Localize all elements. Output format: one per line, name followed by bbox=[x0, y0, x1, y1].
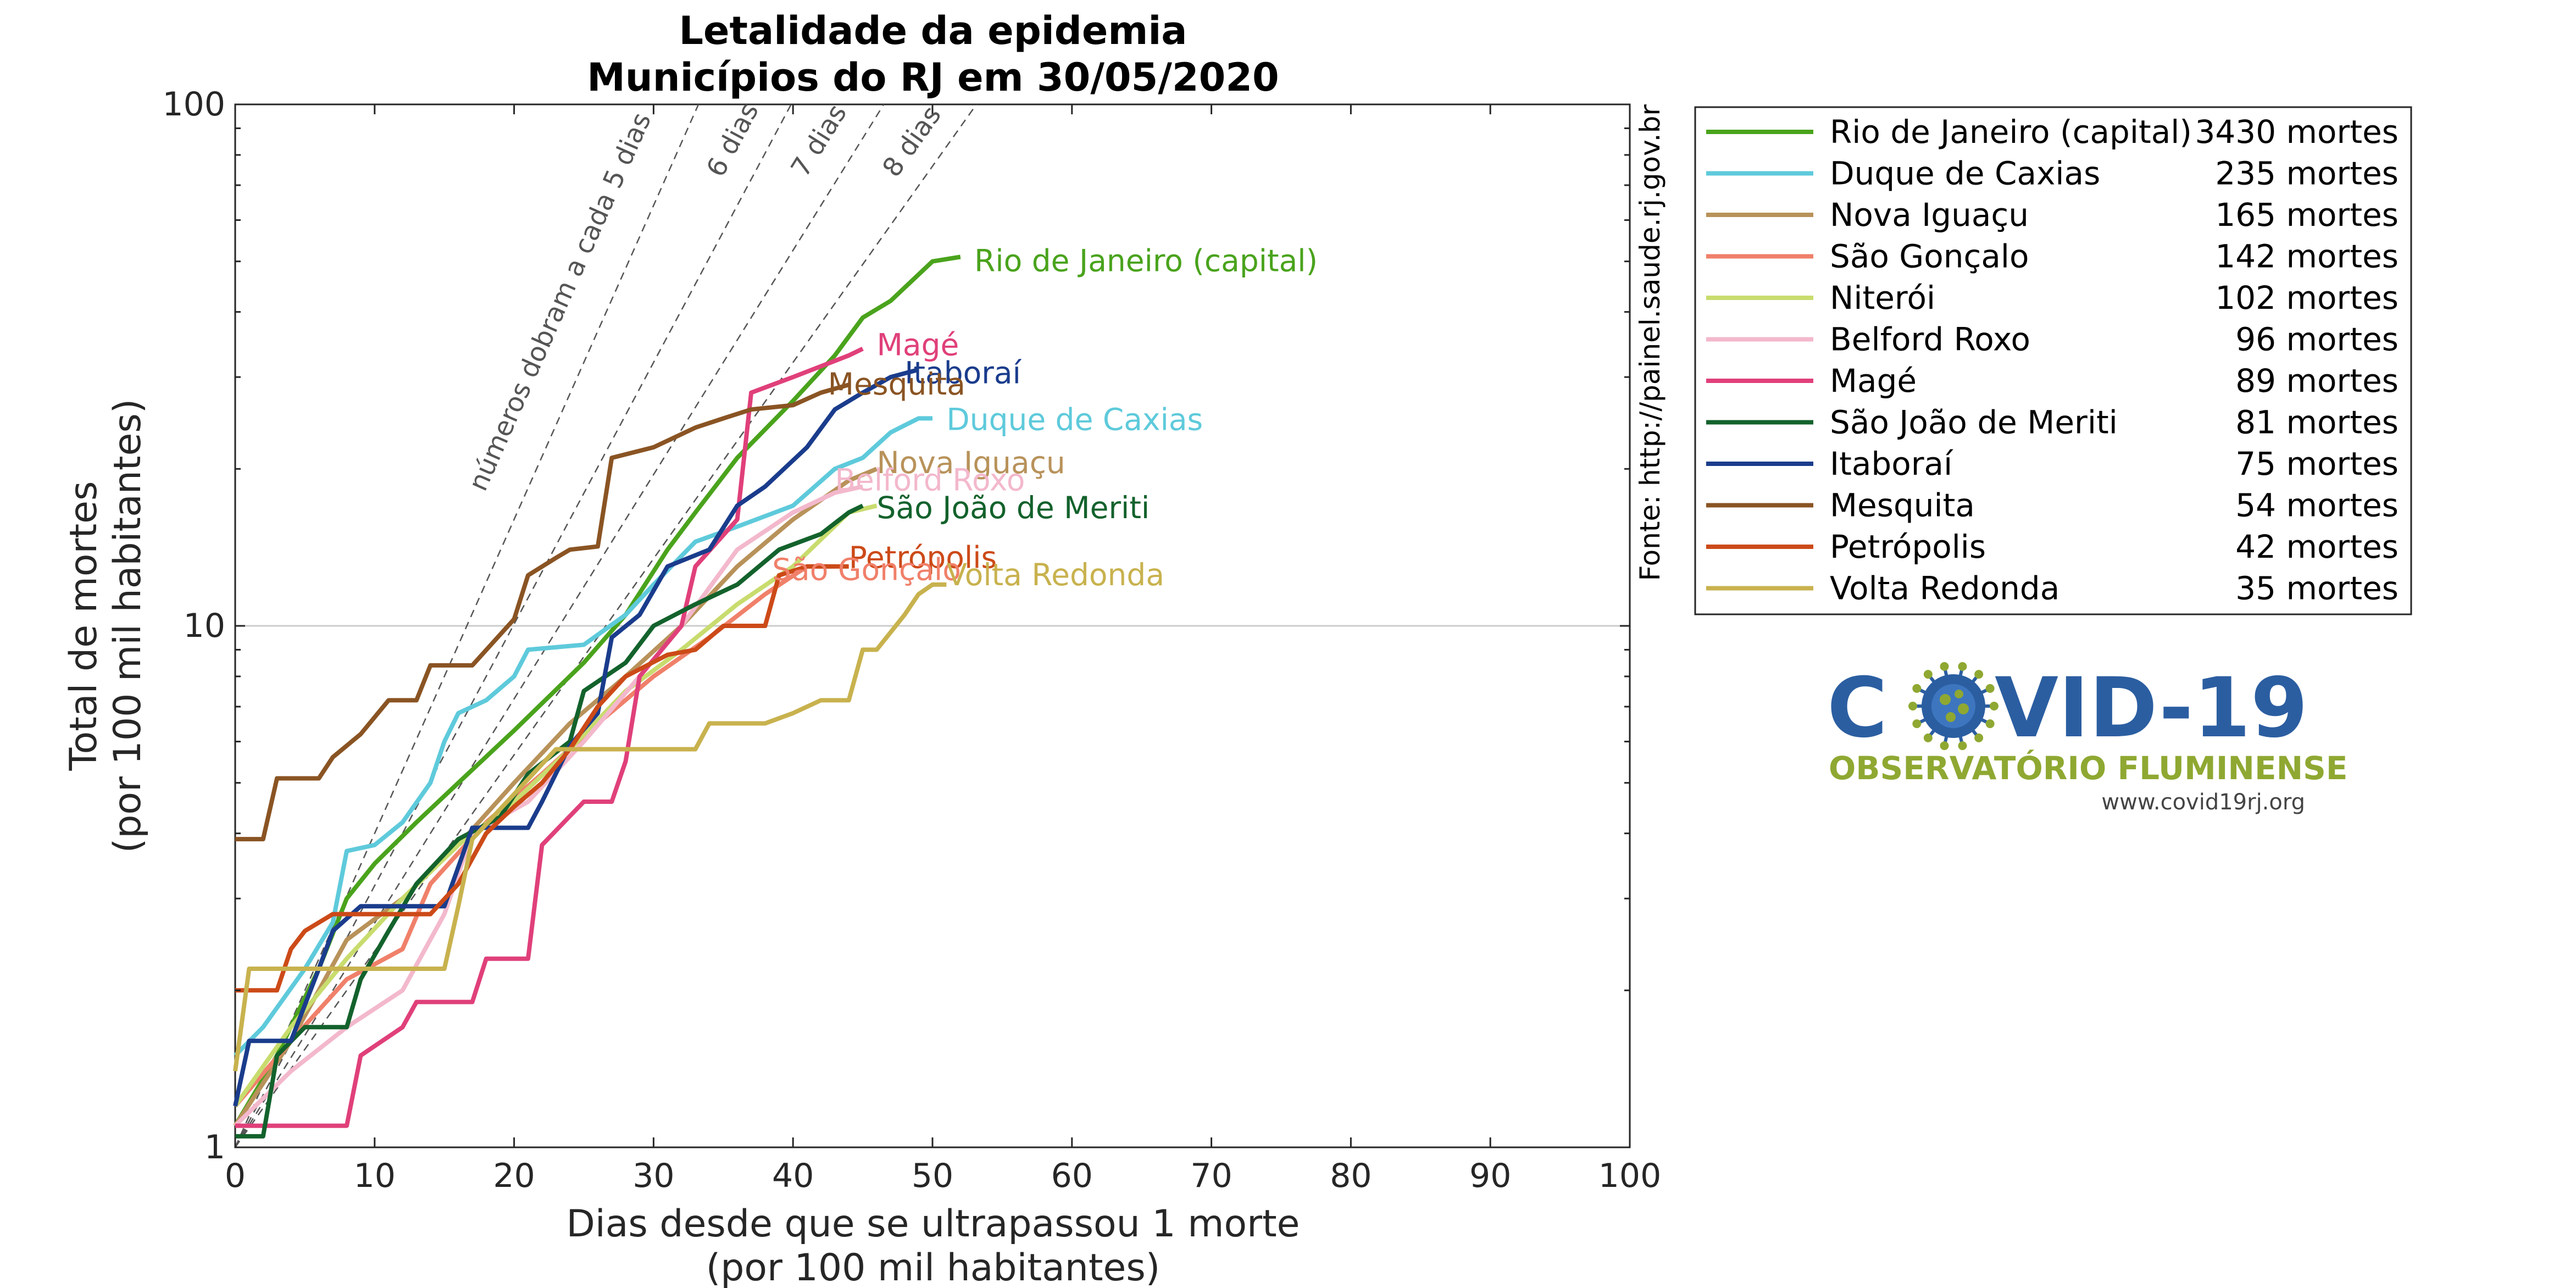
series-end-label: Itaboraí bbox=[904, 355, 1021, 390]
y-tick-label: 10 bbox=[184, 607, 225, 645]
logo-word-left: C bbox=[1827, 660, 1887, 756]
series-line bbox=[235, 382, 850, 842]
legend-deaths: 165 mortes bbox=[2215, 196, 2399, 234]
y-axis-label: Total de mortes bbox=[62, 481, 106, 771]
y-tick-label: 100 bbox=[162, 85, 225, 124]
series-end-label: São Gonçalo bbox=[772, 552, 961, 587]
x-tick-label: 90 bbox=[1469, 1157, 1511, 1195]
covid19-logo: C VID-19 OBSERVATÓRIO FLUMINENSE www.cov… bbox=[1827, 660, 2348, 815]
series-end-label: Nova Iguaçu bbox=[876, 445, 1065, 480]
legend-deaths: 142 mortes bbox=[2215, 238, 2399, 275]
logo-word-right: VID-19 bbox=[1995, 660, 2308, 756]
legend-name: Niterói bbox=[1830, 279, 1935, 317]
legend-name: São Gonçalo bbox=[1830, 238, 2029, 275]
legend-deaths: 42 mortes bbox=[2235, 528, 2399, 565]
legend-deaths: 102 mortes bbox=[2215, 279, 2399, 317]
x-tick-label: 80 bbox=[1330, 1157, 1372, 1195]
series-end-label: Magé bbox=[876, 327, 959, 363]
legend: Rio de Janeiro (capital) 3430 mortes Duque… bbox=[1694, 106, 2412, 615]
legend-box bbox=[1694, 106, 2412, 615]
legend-name: Volta Redonda bbox=[1830, 570, 2059, 607]
x-tick-label: 70 bbox=[1190, 1157, 1232, 1195]
x-axis-label-unit: (por 100 mil habitantes) bbox=[706, 1246, 1161, 1288]
x-tick-label: 40 bbox=[772, 1157, 814, 1195]
x-tick-label: 10 bbox=[354, 1157, 396, 1195]
chart-title: Letalidade da epidemia bbox=[679, 8, 1187, 53]
series-line bbox=[233, 582, 947, 1072]
x-tick-label: 20 bbox=[493, 1157, 535, 1195]
logo-url: www.covid19rj.org bbox=[2101, 790, 2305, 815]
legend-name: Duque de Caxias bbox=[1830, 155, 2100, 192]
series-line bbox=[234, 416, 932, 1057]
doubling-guide-line bbox=[235, 104, 699, 1147]
series-end-label: Duque de Caxias bbox=[946, 402, 1203, 437]
legend-name: Petrópolis bbox=[1830, 528, 1986, 565]
series-line bbox=[235, 503, 864, 1139]
legend-name: Itaboraí bbox=[1830, 445, 1953, 482]
legend-deaths: 81 mortes bbox=[2235, 404, 2399, 441]
y-axis-label-unit: (por 100 mil habitantes) bbox=[106, 399, 149, 853]
series-end-label: Volta Redonda bbox=[946, 557, 1164, 592]
x-tick-label: 50 bbox=[912, 1157, 953, 1195]
series-lines bbox=[233, 254, 961, 1139]
legend-name: São João de Meriti bbox=[1830, 404, 2118, 441]
x-tick-label: 30 bbox=[632, 1157, 674, 1195]
legend-name: Belford Roxo bbox=[1830, 321, 2030, 358]
legend-name: Rio de Janeiro (capital) bbox=[1830, 113, 2192, 151]
series-end-label: Belford Roxo bbox=[835, 462, 1025, 497]
source-label: Fonte: http://painel.saude.rj.gov.br bbox=[1634, 104, 1666, 581]
x-axis-label: Dias desde que se ultrapassou 1 morte bbox=[566, 1202, 1300, 1246]
series-end-label: São João de Meriti bbox=[876, 490, 1150, 525]
series-line bbox=[235, 564, 849, 993]
x-tick-label: 60 bbox=[1051, 1157, 1093, 1195]
series-end-label: Petrópolis bbox=[849, 540, 997, 575]
legend-deaths: 235 mortes bbox=[2215, 155, 2399, 192]
doubling-guide-line bbox=[235, 104, 885, 1147]
legend-name: Magé bbox=[1830, 362, 1917, 399]
legend-deaths: 96 mortes bbox=[2235, 321, 2399, 358]
series-line bbox=[233, 467, 878, 1127]
series-end-labels: Rio de Janeiro (capital) MagéItaboraíMesq… bbox=[772, 243, 1318, 592]
chart-subtitle: Municípios do RJ em 30/05/2020 bbox=[587, 55, 1279, 100]
series-end-label: Mesquita bbox=[828, 367, 965, 402]
legend-deaths: 35 mortes bbox=[2235, 570, 2399, 607]
series-line bbox=[235, 346, 864, 1128]
legend-deaths: 54 mortes bbox=[2235, 487, 2399, 524]
x-tick-label: 100 bbox=[1598, 1157, 1662, 1195]
x-tick-label: 0 bbox=[225, 1157, 246, 1195]
series-line bbox=[233, 367, 919, 1107]
series-end-label: Rio de Janeiro (capital) bbox=[974, 243, 1318, 279]
logo-subtitle: OBSERVATÓRIO FLUMINENSE bbox=[1829, 749, 2348, 787]
legend-name: Nova Iguaçu bbox=[1830, 196, 2029, 234]
legend-deaths: 89 mortes bbox=[2235, 362, 2399, 399]
legend-name: Mesquita bbox=[1830, 487, 1975, 524]
virus-icon bbox=[1908, 662, 1998, 751]
legend-deaths: 3430 mortes bbox=[2195, 113, 2399, 151]
legend-deaths: 75 mortes bbox=[2235, 445, 2399, 482]
y-tick-label: 1 bbox=[204, 1128, 225, 1167]
